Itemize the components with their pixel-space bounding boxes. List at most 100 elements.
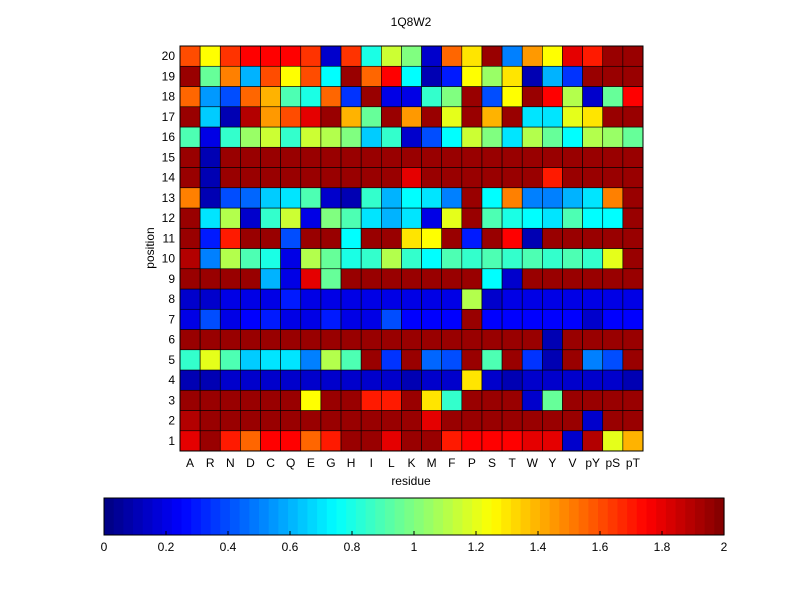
heatmap-cell: [481, 268, 503, 290]
heatmap-cell: [219, 389, 241, 411]
heatmap-cell: [542, 430, 563, 452]
heatmap-cell: [582, 329, 604, 351]
heatmap-cell: [240, 167, 261, 189]
heatmap-cell: [501, 329, 523, 351]
colorbar-segment: [627, 498, 638, 535]
colorbar-segment: [162, 498, 173, 535]
heatmap-cell: [622, 126, 644, 148]
heatmap-cell: [320, 146, 342, 168]
heatmap-cell: [260, 106, 281, 128]
heatmap-cell: [219, 369, 241, 391]
heatmap-cell: [622, 86, 644, 108]
heatmap-cell: [340, 430, 362, 452]
heatmap-cell: [260, 207, 281, 229]
x-tick-label: Y: [548, 456, 556, 470]
heatmap-cell: [199, 288, 221, 310]
heatmap-cell: [602, 389, 624, 411]
y-tick-label: 19: [162, 69, 176, 83]
colorbar-segment: [694, 498, 706, 535]
heatmap-cell: [340, 329, 362, 351]
heatmap-cell: [380, 430, 402, 452]
heatmap-cell: [360, 126, 382, 148]
heatmap-cell: [521, 349, 543, 371]
heatmap-cell: [622, 167, 644, 189]
x-axis-label: residue: [391, 474, 431, 488]
colorbar-segment: [104, 498, 115, 535]
heatmap-cell: [501, 268, 523, 290]
heatmap-cell: [421, 248, 443, 270]
heatmap-cell: [441, 207, 463, 229]
y-tick-label: 1: [168, 434, 175, 448]
heatmap-cell: [421, 106, 443, 128]
heatmap-cell: [300, 389, 322, 411]
heatmap-cell: [622, 106, 644, 128]
y-tick-label: 8: [168, 292, 175, 306]
heatmap-cell: [602, 227, 624, 249]
heatmap-cell: [441, 106, 463, 128]
heatmap-cell: [199, 248, 221, 270]
heatmap-cell: [461, 187, 483, 209]
heatmap-cell: [441, 126, 463, 148]
heatmap-cell: [542, 369, 563, 391]
heatmap-cell: [360, 410, 382, 432]
heatmap-cell: [582, 349, 604, 371]
heatmap-cell: [320, 349, 342, 371]
heatmap-cell: [199, 268, 221, 290]
heatmap-cell: [622, 268, 644, 290]
heatmap-cell: [401, 248, 422, 270]
heatmap-cell: [219, 288, 241, 310]
heatmap-cell: [622, 389, 644, 411]
colorbar-segment: [123, 498, 134, 535]
heatmap-cell: [300, 430, 322, 452]
heatmap-cell: [542, 45, 563, 67]
heatmap-cell: [320, 410, 342, 432]
heatmap-cell: [542, 207, 563, 229]
heatmap-cell: [280, 207, 302, 229]
heatmap-cell: [461, 65, 483, 87]
heatmap-cell: [260, 329, 281, 351]
heatmap-cell: [260, 430, 281, 452]
heatmap-cell: [481, 106, 503, 128]
heatmap-cell: [501, 288, 523, 310]
heatmap-cell: [240, 369, 261, 391]
heatmap-cell: [441, 288, 463, 310]
heatmap-cell: [481, 207, 503, 229]
heatmap-cell: [240, 227, 261, 249]
heatmap-cell: [481, 248, 503, 270]
heatmap-cell: [280, 45, 302, 67]
heatmap-cell: [260, 288, 281, 310]
heatmap-cell: [461, 268, 483, 290]
heatmap-cell: [280, 369, 302, 391]
heatmap-cell: [340, 45, 362, 67]
colorbar-tick-label: 1.4: [530, 540, 547, 554]
heatmap-cell: [521, 268, 543, 290]
heatmap-cell: [360, 389, 382, 411]
heatmap-cell: [320, 430, 342, 452]
heatmap-cell: [401, 167, 422, 189]
heatmap-cell: [401, 126, 422, 148]
heatmap-cell: [240, 187, 261, 209]
heatmap-cell: [300, 187, 322, 209]
heatmap-cell: [521, 248, 543, 270]
heatmap-cell: [622, 349, 644, 371]
heatmap-cell: [521, 86, 543, 108]
heatmap-cell: [542, 288, 563, 310]
heatmap-cell: [401, 227, 422, 249]
colorbar: [104, 498, 725, 535]
heatmap-cell: [300, 106, 322, 128]
heatmap-cell: [360, 106, 382, 128]
heatmap-cell: [501, 248, 523, 270]
heatmap-cell: [481, 430, 503, 452]
heatmap-cell: [360, 349, 382, 371]
heatmap-cell: [401, 207, 422, 229]
heatmap-cell: [481, 410, 503, 432]
heatmap-cell: [340, 207, 362, 229]
x-tick-label: V: [569, 456, 577, 470]
heatmap-cell: [260, 268, 281, 290]
heatmap-cell: [380, 329, 402, 351]
heatmap-cell: [179, 86, 201, 108]
heatmap-cell: [260, 349, 281, 371]
heatmap-cell: [421, 45, 443, 67]
heatmap-cell: [340, 227, 362, 249]
